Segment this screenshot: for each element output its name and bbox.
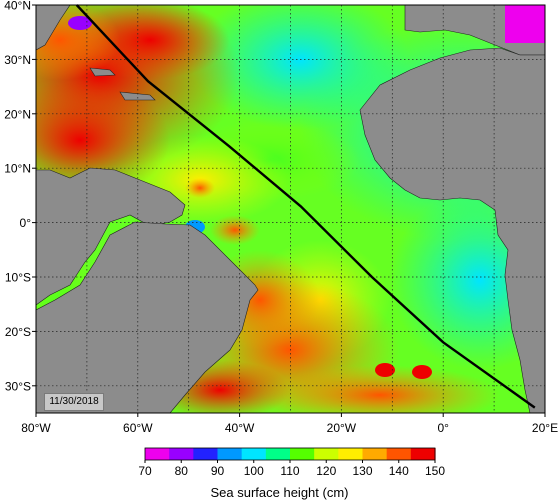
colorbar-tick-label: 120 bbox=[316, 464, 336, 478]
lon-label: 0° bbox=[437, 421, 449, 435]
colorbar-tick-label: 70 bbox=[138, 464, 152, 478]
map-frame bbox=[35, 4, 546, 414]
lon-label: 60°W bbox=[123, 421, 153, 435]
colorbar-label: Sea surface height (cm) bbox=[210, 485, 349, 500]
lon-label: 80°W bbox=[21, 421, 51, 435]
lat-label: 40°N bbox=[4, 0, 31, 13]
colorbar-tick-label: 90 bbox=[211, 464, 225, 478]
colorbar-swatch bbox=[145, 448, 170, 460]
colorbar-swatch bbox=[290, 448, 315, 460]
colorbar-swatch bbox=[241, 448, 267, 460]
lat-label: 0° bbox=[20, 216, 32, 230]
colorbar-swatch bbox=[314, 448, 339, 460]
colorbar-swatch bbox=[169, 448, 194, 460]
lon-label: 20°W bbox=[327, 421, 357, 435]
colorbar-tick-label: 140 bbox=[389, 464, 409, 478]
graticule bbox=[36, 5, 545, 413]
colorbar-swatch bbox=[338, 448, 364, 460]
colorbar-swatch bbox=[410, 448, 436, 460]
lat-label: 30°S bbox=[5, 379, 31, 393]
lat-label: 20°S bbox=[5, 325, 31, 339]
lat-label: 20°N bbox=[4, 107, 31, 121]
colorbar-swatch bbox=[217, 448, 243, 460]
high-lat-low-region bbox=[505, 5, 545, 43]
lat-label: 10°S bbox=[5, 271, 31, 285]
colorbar-tick-label: 110 bbox=[280, 464, 299, 478]
ssh-field bbox=[36, 5, 545, 413]
date-badge: 11/30/2018 bbox=[44, 393, 104, 411]
colorbar-swatch bbox=[362, 448, 388, 460]
latitude-labels: 40°N 30°N 20°N 10°N 0° 10°S 20°S 30°S bbox=[4, 0, 36, 393]
lat-label: 30°N bbox=[4, 53, 31, 67]
colorbar-swatch bbox=[265, 448, 291, 460]
colorbar-swatch bbox=[193, 448, 219, 460]
lon-label: 40°W bbox=[225, 421, 255, 435]
colorbar-swatch bbox=[386, 448, 412, 460]
longitude-labels: 80°W 60°W 40°W 20°W 0° 20°E bbox=[21, 413, 558, 435]
colorbar: 70 80 90 100 110 120 130 140 150 bbox=[138, 447, 445, 478]
colorbar-tick-label: 130 bbox=[352, 464, 372, 478]
satellite-track-line bbox=[75, 4, 536, 409]
colorbar-tick-label: 150 bbox=[425, 464, 445, 478]
lat-label: 10°N bbox=[4, 162, 31, 176]
colorbar-tick-label: 80 bbox=[175, 464, 189, 478]
lon-label: 20°E bbox=[532, 421, 558, 435]
colorbar-tick-label: 100 bbox=[244, 464, 264, 478]
